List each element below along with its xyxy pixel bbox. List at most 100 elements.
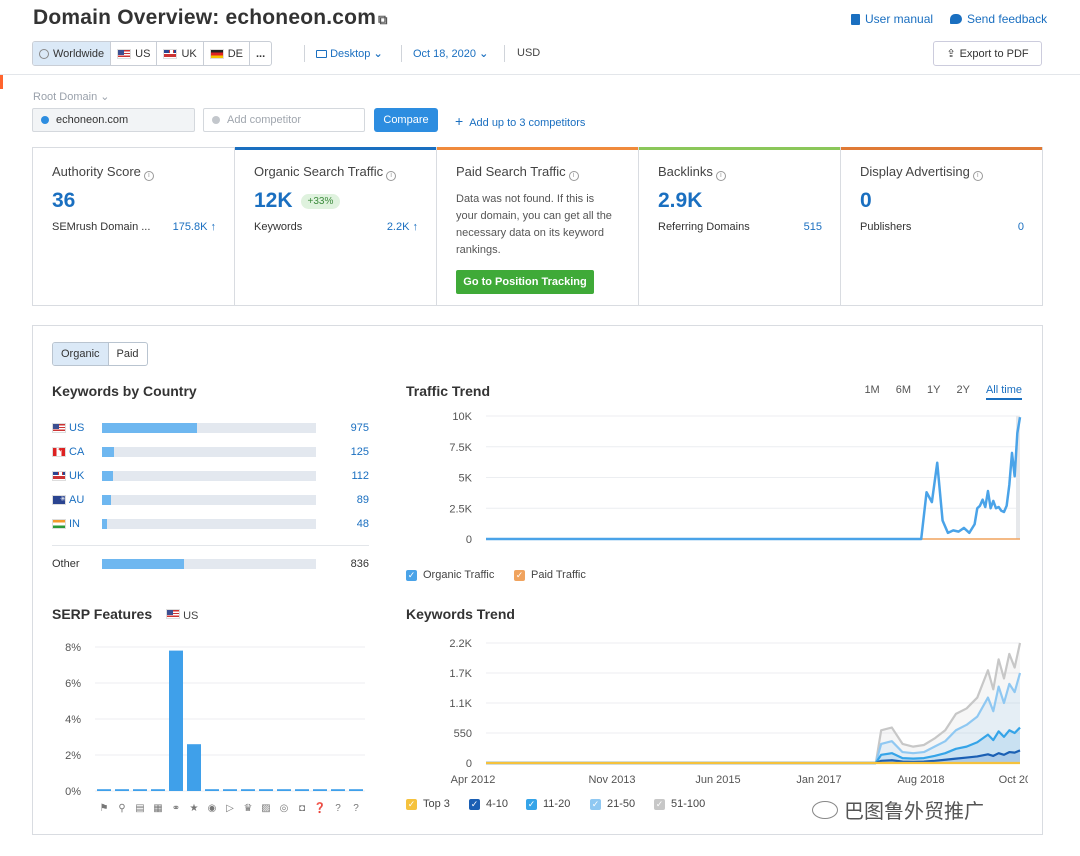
range-6m[interactable]: 6M: [895, 384, 911, 396]
db-uk[interactable]: UK: [157, 42, 204, 65]
backlinks-value[interactable]: 2.9K: [658, 189, 703, 212]
serp-feature-icon[interactable]: ▤: [135, 803, 144, 814]
serp-country[interactable]: US: [166, 609, 198, 622]
serp-bar[interactable]: [259, 789, 273, 791]
card-top-accent: [437, 147, 638, 150]
info-icon[interactable]: i: [143, 171, 154, 181]
db-de[interactable]: DE: [204, 42, 250, 65]
serp-bar[interactable]: [205, 789, 219, 791]
serp-bar[interactable]: [277, 789, 291, 791]
serp-feature-icon[interactable]: ♛: [244, 803, 253, 814]
series-4-10[interactable]: [486, 749, 1021, 765]
monitor-icon: [316, 50, 327, 58]
legend-paid-traffic[interactable]: ✓ Paid Traffic: [514, 569, 586, 581]
range-all-time[interactable]: All time: [985, 384, 1022, 400]
legend-21-50[interactable]: ✓ 21-50: [590, 798, 636, 810]
serp-feature-icon[interactable]: ?: [353, 803, 359, 814]
domain-color-dot: [41, 116, 49, 124]
info-icon[interactable]: i: [715, 171, 726, 181]
serp-bar[interactable]: [313, 789, 327, 791]
serp-bar[interactable]: [349, 789, 363, 791]
root-domain-dropdown[interactable]: Root Domain ⌄: [33, 91, 110, 103]
series-11-20[interactable]: [486, 726, 1021, 765]
info-icon[interactable]: i: [972, 171, 983, 181]
serp-feature-icon[interactable]: ❓: [314, 801, 326, 814]
series-51-100[interactable]: [486, 642, 1022, 765]
sub-value[interactable]: 2.2K ↑: [386, 221, 418, 233]
in-flag-icon: [52, 519, 66, 529]
db-us[interactable]: US: [111, 42, 158, 65]
compare-button[interactable]: Compare: [374, 108, 438, 132]
position-tracking-button[interactable]: Go to Position Tracking: [456, 270, 594, 294]
series-organic-traffic[interactable]: [486, 417, 1022, 541]
export-pdf-button[interactable]: ⇪ Export to PDF: [933, 41, 1042, 66]
series-21-50[interactable]: [486, 672, 1022, 765]
serp-feature-icon[interactable]: ◘: [299, 803, 305, 814]
serp-feature-icon[interactable]: ⚑: [100, 803, 109, 814]
country-row-ca[interactable]: CA 125: [52, 446, 369, 458]
competitor-color-dot: [212, 116, 220, 124]
card-organic-traffic: Organic Search Traffic i 12K +33% Keywords…: [235, 147, 437, 305]
us-flag-icon: [117, 48, 132, 59]
serp-feature-icon[interactable]: ◎: [280, 803, 289, 814]
serp-bar[interactable]: [331, 789, 345, 791]
serp-feature-icon[interactable]: ?: [335, 803, 341, 814]
info-icon[interactable]: i: [386, 171, 397, 181]
range-1y[interactable]: 1Y: [927, 384, 941, 396]
serp-bar[interactable]: [115, 789, 129, 791]
legend-51-100[interactable]: ✓ 51-100: [654, 798, 706, 810]
legend-4-10[interactable]: ✓ 4-10: [469, 798, 509, 810]
serp-feature-icon[interactable]: ▷: [226, 803, 234, 814]
send-feedback-link[interactable]: Send feedback: [950, 12, 1047, 26]
serp-feature-icon[interactable]: ▦: [153, 803, 162, 814]
legend-organic-traffic[interactable]: ✓ Organic Traffic: [406, 569, 495, 581]
country-row-other[interactable]: Other 836: [52, 558, 369, 570]
user-manual-link[interactable]: User manual: [851, 12, 933, 26]
serp-bar[interactable]: [223, 789, 237, 791]
serp-bar[interactable]: [187, 744, 201, 791]
legend-11-20[interactable]: ✓ 11-20: [526, 798, 571, 810]
country-row-us[interactable]: US 975: [52, 422, 369, 434]
country-row-au[interactable]: AU 89: [52, 494, 369, 506]
serp-feature-icon[interactable]: ⚭: [172, 803, 180, 814]
serp-feature-icon[interactable]: ▨: [261, 803, 270, 814]
sub-value[interactable]: 0: [1017, 221, 1024, 233]
external-link-icon[interactable]: ⧉: [378, 12, 388, 27]
info-icon[interactable]: i: [568, 171, 579, 181]
y-tick-label: 0%: [65, 786, 81, 798]
range-2y[interactable]: 2Y: [956, 384, 970, 396]
serp-feature-icon[interactable]: ⚲: [118, 803, 125, 814]
sub-label: Publishers: [860, 221, 912, 233]
serp-feature-icon[interactable]: ★: [190, 803, 199, 814]
db-worldwide[interactable]: Worldwide: [33, 42, 112, 65]
chevron-down-icon: ⌄: [100, 91, 110, 103]
db-more[interactable]: ...: [256, 47, 266, 60]
serp-bar[interactable]: [151, 789, 165, 791]
sub-value[interactable]: 515: [803, 221, 822, 233]
serp-bar[interactable]: [241, 789, 255, 791]
divider: [304, 45, 305, 62]
authority-score-value[interactable]: 36: [52, 189, 76, 212]
serp-bar[interactable]: [133, 789, 147, 791]
serp-bar[interactable]: [295, 789, 309, 791]
sub-value[interactable]: 175.8K ↑: [172, 221, 216, 233]
device-dropdown[interactable]: Desktop ⌄: [316, 47, 383, 60]
de-flag-icon: [209, 48, 224, 59]
domain-field[interactable]: echoneon.com: [32, 108, 195, 132]
serp-feature-icon[interactable]: ◉: [208, 803, 217, 814]
organic-traffic-value[interactable]: 12K: [254, 189, 293, 212]
add-competitors-link[interactable]: + Add up to 3 competitors: [455, 113, 586, 129]
range-1m[interactable]: 1M: [864, 384, 880, 396]
country-row-in[interactable]: IN 48: [52, 518, 369, 530]
toggle-organic[interactable]: Organic: [53, 343, 109, 365]
date-dropdown[interactable]: Oct 18, 2020 ⌄: [413, 48, 489, 60]
serp-bar[interactable]: [169, 650, 183, 791]
country-value: 975: [350, 422, 369, 434]
toggle-paid[interactable]: Paid: [116, 348, 139, 360]
display-ads-value[interactable]: 0: [860, 189, 872, 212]
serp-bar[interactable]: [97, 789, 111, 791]
legend-top-3[interactable]: ✓ Top 3: [406, 798, 450, 810]
country-row-uk[interactable]: UK 112: [52, 470, 369, 482]
competitor-input[interactable]: Add competitor: [203, 108, 365, 132]
title-domain[interactable]: echoneon.com: [225, 6, 377, 29]
